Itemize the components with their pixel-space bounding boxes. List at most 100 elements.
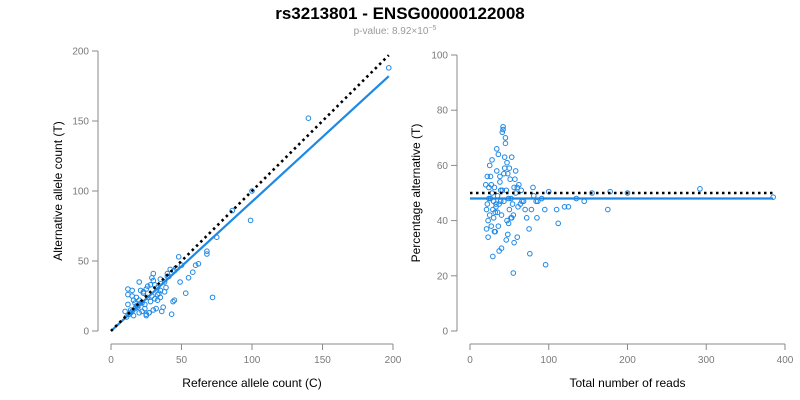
data-point	[497, 173, 503, 180]
data-point	[488, 223, 495, 229]
data-point	[125, 301, 131, 308]
y-axis-title: Alternative allele count (T)	[51, 121, 65, 260]
data-point	[510, 212, 517, 218]
data-point	[581, 198, 587, 205]
y-tick-label: 200	[72, 47, 89, 58]
expected-line	[110, 54, 390, 332]
data-point	[624, 190, 631, 196]
data-point	[495, 151, 502, 158]
y-tick-label: 100	[72, 187, 89, 198]
data-point	[518, 187, 524, 194]
y-tick-label: 0	[442, 327, 448, 338]
data-point	[130, 312, 137, 319]
data-point	[147, 298, 154, 305]
data-point	[142, 305, 148, 312]
data-point	[490, 253, 496, 260]
x-tick-label: 300	[698, 355, 715, 366]
data-point	[484, 201, 491, 207]
y-tick-label: 100	[431, 51, 448, 62]
data-point	[542, 206, 548, 213]
x-tick-label: 50	[176, 355, 188, 366]
data-point	[515, 204, 521, 210]
x-tick-label: 200	[385, 355, 402, 366]
data-point	[122, 308, 128, 315]
data-point	[498, 212, 505, 218]
data-point	[502, 135, 509, 141]
data-point	[530, 184, 536, 191]
data-point	[484, 173, 491, 180]
data-point	[507, 176, 513, 182]
fit-line	[110, 75, 390, 332]
data-point	[192, 262, 199, 269]
data-point	[534, 215, 540, 221]
data-point	[170, 298, 176, 305]
data-point	[154, 291, 161, 298]
data-point	[154, 297, 161, 304]
data-point	[496, 248, 502, 254]
data-point	[553, 206, 560, 213]
data-point	[501, 170, 507, 177]
data-point	[490, 206, 496, 213]
data-point	[514, 184, 521, 191]
data-point	[150, 307, 157, 313]
data-point	[503, 237, 510, 243]
x-axis-title: Total number of reads	[569, 376, 685, 390]
data-point	[486, 162, 493, 169]
data-point	[158, 308, 165, 315]
data-point	[508, 154, 515, 160]
x-axis-title: Reference allele count (C)	[182, 376, 321, 390]
data-point	[605, 206, 611, 213]
data-point	[491, 228, 498, 235]
data-point	[523, 215, 530, 221]
data-point	[561, 204, 568, 210]
data-point	[129, 293, 135, 299]
data-point	[497, 179, 503, 185]
data-point	[229, 207, 236, 214]
chart-subtitle: p-value: 8.92×10−5	[354, 25, 437, 37]
data-point	[149, 275, 155, 281]
data-point	[143, 286, 150, 292]
data-point	[195, 261, 202, 267]
data-point	[508, 215, 515, 221]
data-point	[589, 190, 595, 196]
data-point	[249, 188, 255, 194]
y-tick-label: 60	[437, 161, 449, 172]
data-point	[510, 270, 517, 276]
data-point	[204, 248, 210, 254]
data-point	[305, 115, 312, 121]
data-point	[494, 209, 501, 216]
data-point	[491, 184, 498, 191]
data-point	[511, 239, 517, 246]
data-point	[522, 206, 528, 213]
data-point	[528, 206, 535, 213]
data-point	[204, 251, 210, 257]
data-point	[157, 294, 164, 301]
data-point	[163, 284, 169, 291]
data-point	[488, 181, 495, 188]
data-point	[485, 217, 491, 224]
data-point	[512, 176, 518, 182]
data-point	[506, 206, 513, 213]
data-point	[493, 204, 499, 210]
data-point	[516, 181, 522, 188]
data-point	[505, 220, 512, 227]
data-point	[501, 165, 508, 171]
data-point	[512, 168, 519, 174]
y-tick-label: 80	[437, 106, 449, 117]
data-point	[486, 212, 493, 218]
y-tick-label: 50	[78, 257, 90, 268]
data-point	[140, 289, 147, 295]
data-point	[139, 308, 145, 315]
data-point	[189, 269, 196, 276]
data-point	[527, 250, 533, 257]
data-point	[483, 206, 490, 213]
x-tick-label: 200	[619, 355, 636, 366]
data-point	[502, 140, 509, 147]
data-point	[496, 201, 502, 207]
data-point	[146, 310, 152, 316]
data-point	[143, 312, 150, 319]
y-tick-label: 20	[437, 271, 449, 282]
data-point	[509, 201, 516, 207]
data-point	[490, 215, 497, 221]
